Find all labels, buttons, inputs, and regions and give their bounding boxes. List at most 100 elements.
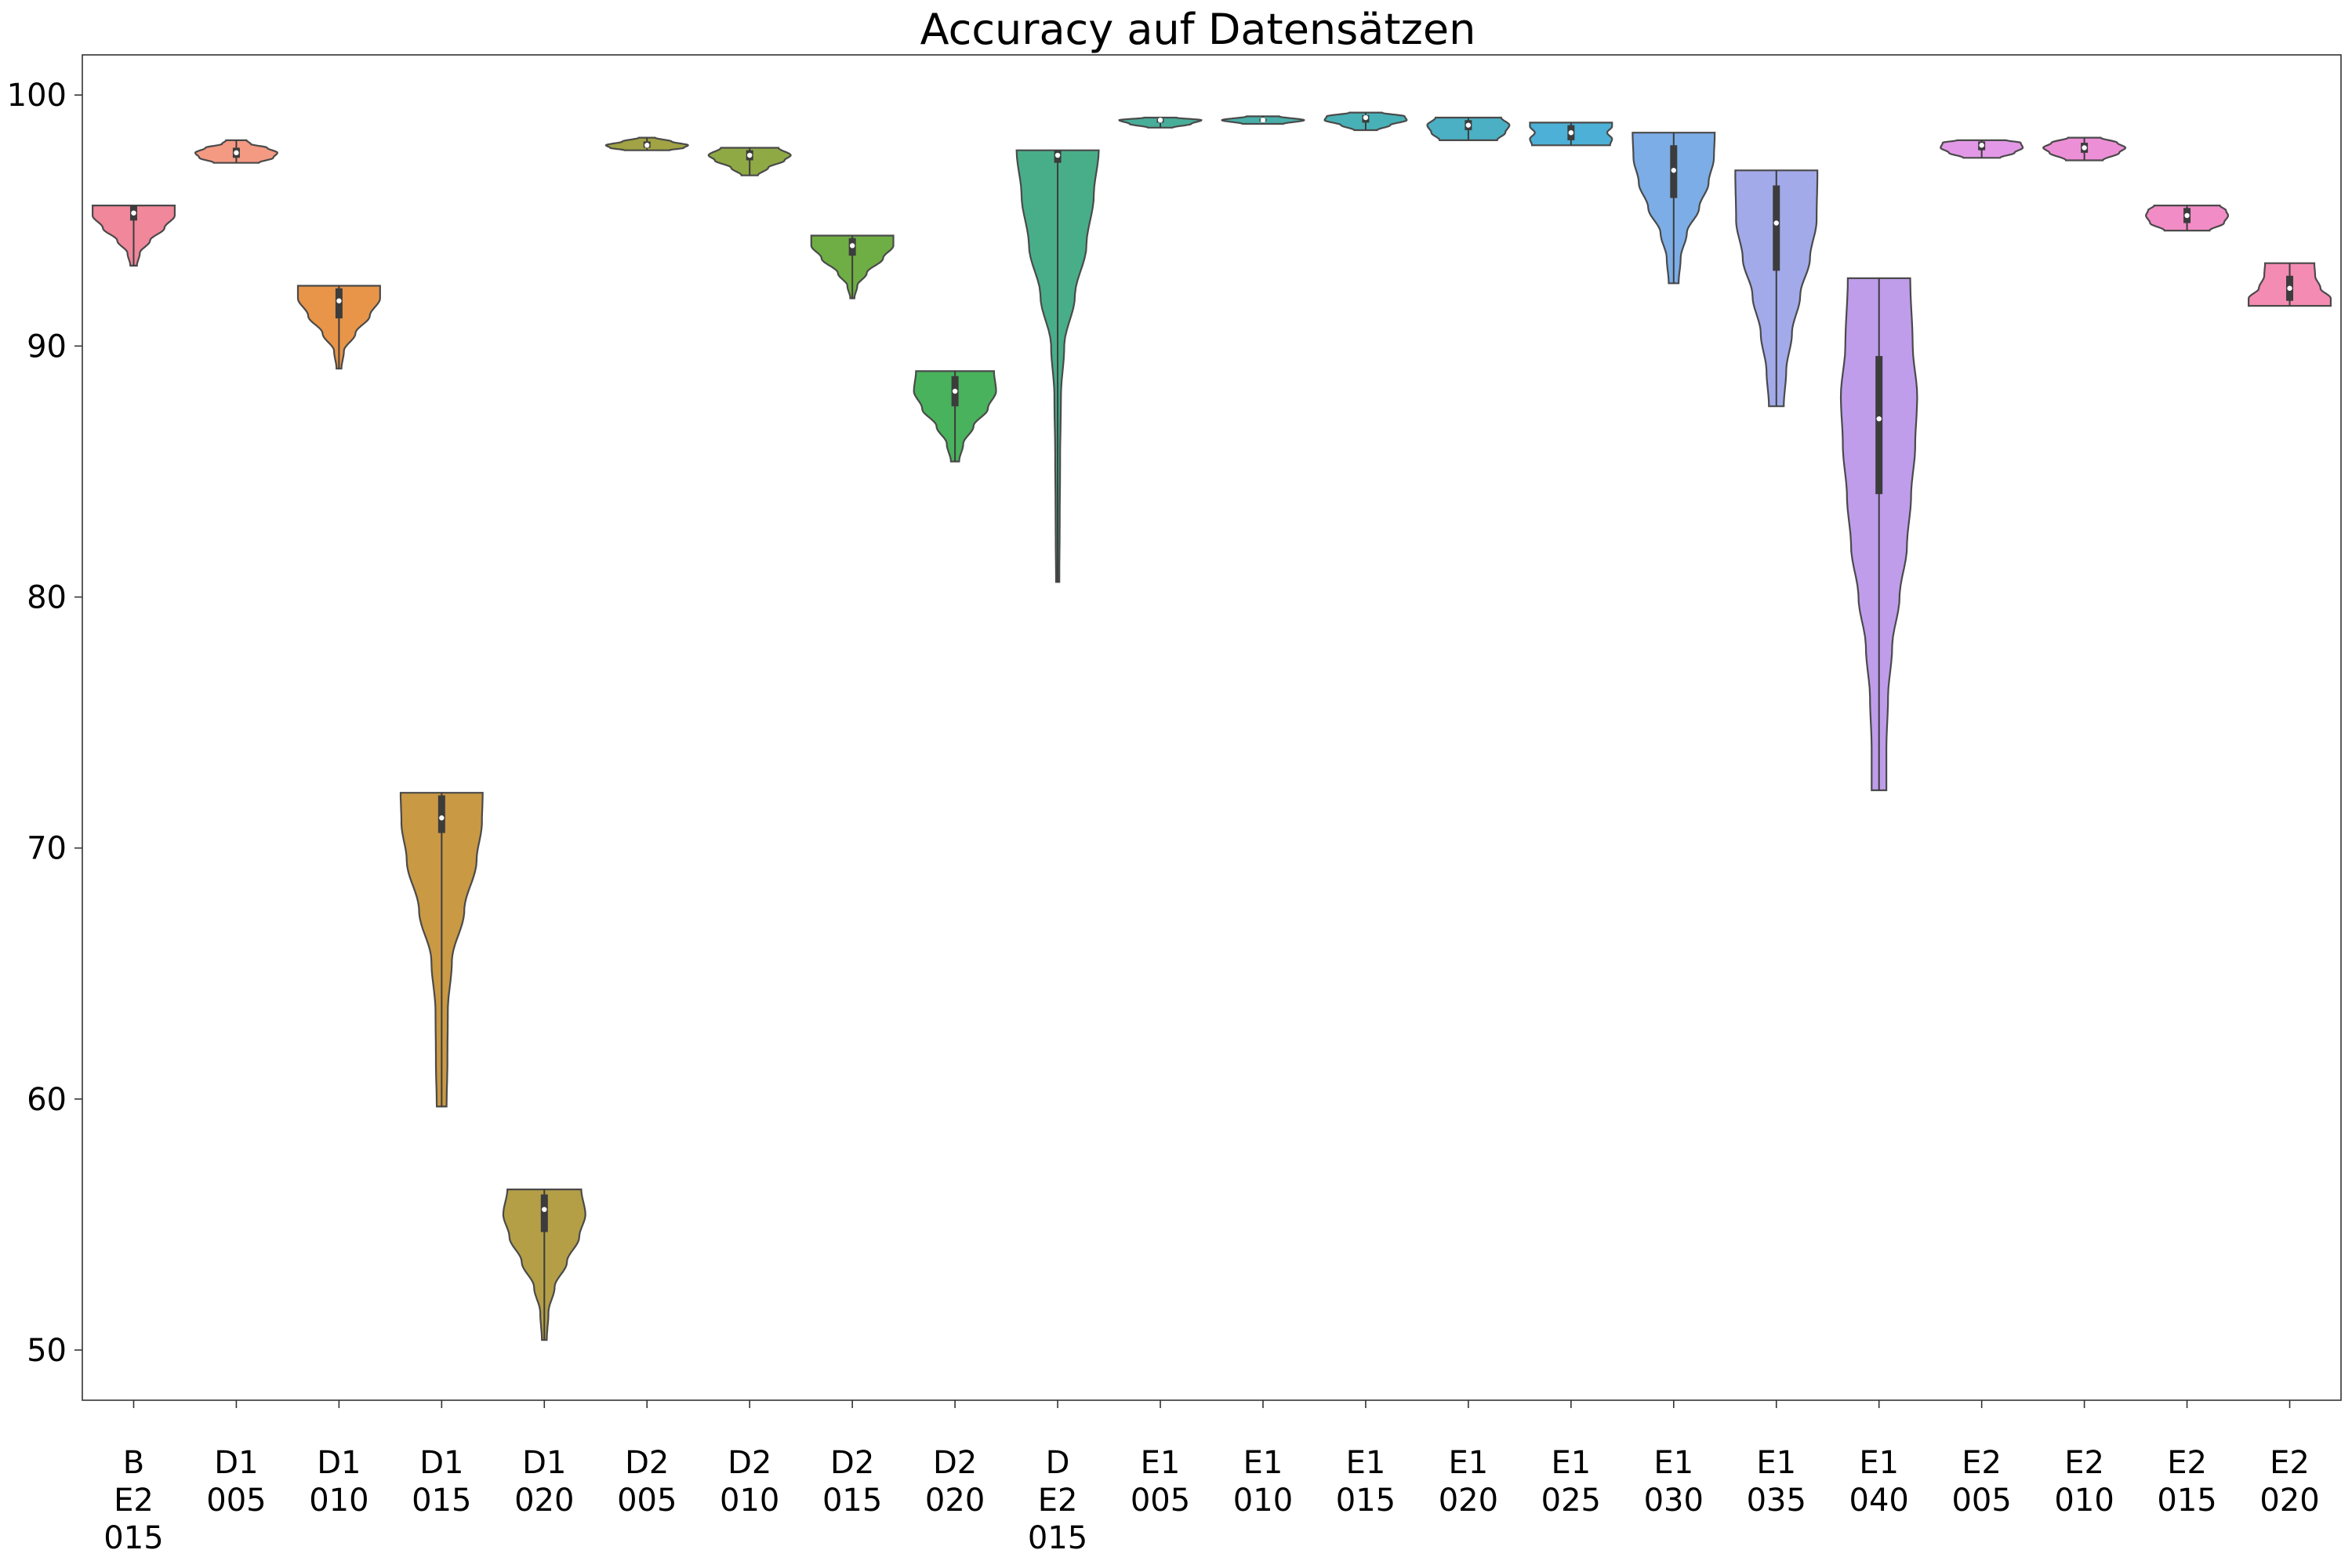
x-axis: BE2015D1005D1010D1015D1020D2005D2010D201… [103, 1400, 2320, 1556]
x-tick-label: D2 [933, 1445, 977, 1481]
x-tick-label: 005 [1131, 1483, 1190, 1519]
x-tick-label: 010 [1233, 1483, 1293, 1519]
y-tick-label: 60 [27, 1082, 67, 1118]
x-tick-label: 035 [1747, 1483, 1806, 1519]
x-tick-label: 030 [1644, 1483, 1704, 1519]
x-tick-label: E1 [1653, 1445, 1693, 1481]
x-tick-label: 015 [103, 1520, 163, 1556]
violin-median [336, 298, 342, 303]
violin [1632, 132, 1716, 285]
x-tick-label: 020 [2259, 1483, 2319, 1519]
violin-median [1157, 118, 1163, 123]
violin-median [1773, 220, 1779, 226]
violin-median [1979, 143, 1984, 148]
violin [913, 370, 997, 463]
violin [2042, 136, 2127, 162]
x-tick-label: D2 [830, 1445, 874, 1481]
violin [1839, 277, 1918, 792]
violin [1426, 116, 1511, 141]
y-tick-label: 90 [27, 328, 67, 365]
violin-median [2287, 285, 2292, 291]
x-tick-label: 015 [822, 1483, 882, 1519]
x-tick-label: 015 [412, 1483, 471, 1519]
violin [1015, 149, 1100, 583]
x-tick-label: E1 [1346, 1445, 1386, 1481]
x-tick-label: D2 [625, 1445, 669, 1481]
x-tick-label: 010 [309, 1483, 368, 1519]
violin-layer [92, 111, 2332, 1341]
x-tick-label: E2 [2270, 1445, 2310, 1481]
y-tick-label: 80 [27, 580, 67, 616]
x-tick-label: 005 [617, 1483, 677, 1519]
violin-median [542, 1207, 547, 1212]
x-tick-label: E1 [1449, 1445, 1489, 1481]
violin [399, 792, 484, 1108]
x-tick-label: 025 [1541, 1483, 1601, 1519]
violin-median [131, 210, 136, 216]
violin-median [1054, 152, 1061, 158]
x-tick-label: 040 [1849, 1483, 1909, 1519]
violin [92, 205, 176, 267]
violin-median [1260, 118, 1266, 123]
x-tick-label: 015 [1028, 1520, 1087, 1556]
x-tick-label: E2 [114, 1483, 154, 1519]
x-tick-label: B [123, 1445, 144, 1481]
x-tick-label: E2 [2167, 1445, 2207, 1481]
violin [707, 147, 792, 176]
x-tick-label: E1 [1756, 1445, 1796, 1481]
y-tick-label: 70 [27, 831, 67, 867]
x-tick-label: D1 [419, 1445, 463, 1481]
violin [1221, 115, 1305, 125]
violin-median [2082, 145, 2087, 151]
x-tick-label: 015 [2157, 1483, 2216, 1519]
violin [194, 139, 278, 164]
violin-median [1568, 130, 1574, 136]
violin [502, 1189, 586, 1341]
violin [1118, 116, 1203, 129]
violin [1940, 139, 2024, 159]
y-tick-label: 100 [7, 78, 67, 114]
x-tick-label: E1 [1243, 1445, 1283, 1481]
violin [810, 234, 895, 299]
y-axis: 50 60 70 80 90 100 [7, 78, 82, 1369]
plot-frame [82, 54, 2342, 1401]
violin-median [1671, 168, 1676, 173]
x-tick-label: 005 [1951, 1483, 2011, 1519]
violin-median [747, 152, 753, 158]
x-tick-label: 010 [2054, 1483, 2114, 1519]
violin-median [234, 150, 239, 156]
violin [1734, 169, 1819, 408]
x-tick-label: 015 [1336, 1483, 1396, 1519]
x-tick-label: D [1046, 1445, 1070, 1481]
y-tick-label: 50 [27, 1333, 67, 1369]
violin [604, 136, 689, 151]
violin [2145, 205, 2230, 232]
violin-median [1465, 122, 1472, 128]
violin-median [1363, 114, 1369, 121]
chart-title: Accuracy auf Datensätzen [920, 5, 1476, 54]
x-tick-label: D2 [728, 1445, 771, 1481]
x-tick-label: D1 [317, 1445, 361, 1481]
violin-median [849, 243, 855, 249]
violin-median [2184, 212, 2190, 219]
x-tick-label: E2 [1962, 1445, 2002, 1481]
x-tick-label: E1 [1141, 1445, 1181, 1481]
x-tick-label: E2 [1038, 1483, 1078, 1519]
violin [2248, 262, 2332, 307]
x-tick-label: 020 [925, 1483, 985, 1519]
x-tick-label: 020 [1439, 1483, 1498, 1519]
violin-median [952, 388, 958, 394]
violin [1323, 111, 1408, 132]
violin-median [1876, 416, 1882, 422]
x-tick-label: 010 [720, 1483, 779, 1519]
x-tick-label: D1 [214, 1445, 258, 1481]
violin-median [644, 143, 650, 148]
x-tick-label: E1 [1551, 1445, 1591, 1481]
violin [296, 285, 381, 370]
x-tick-label: E1 [1859, 1445, 1899, 1481]
x-tick-label: D1 [522, 1445, 566, 1481]
violin-median [439, 815, 445, 821]
x-tick-label: 005 [206, 1483, 266, 1519]
x-tick-label: 020 [514, 1483, 574, 1519]
